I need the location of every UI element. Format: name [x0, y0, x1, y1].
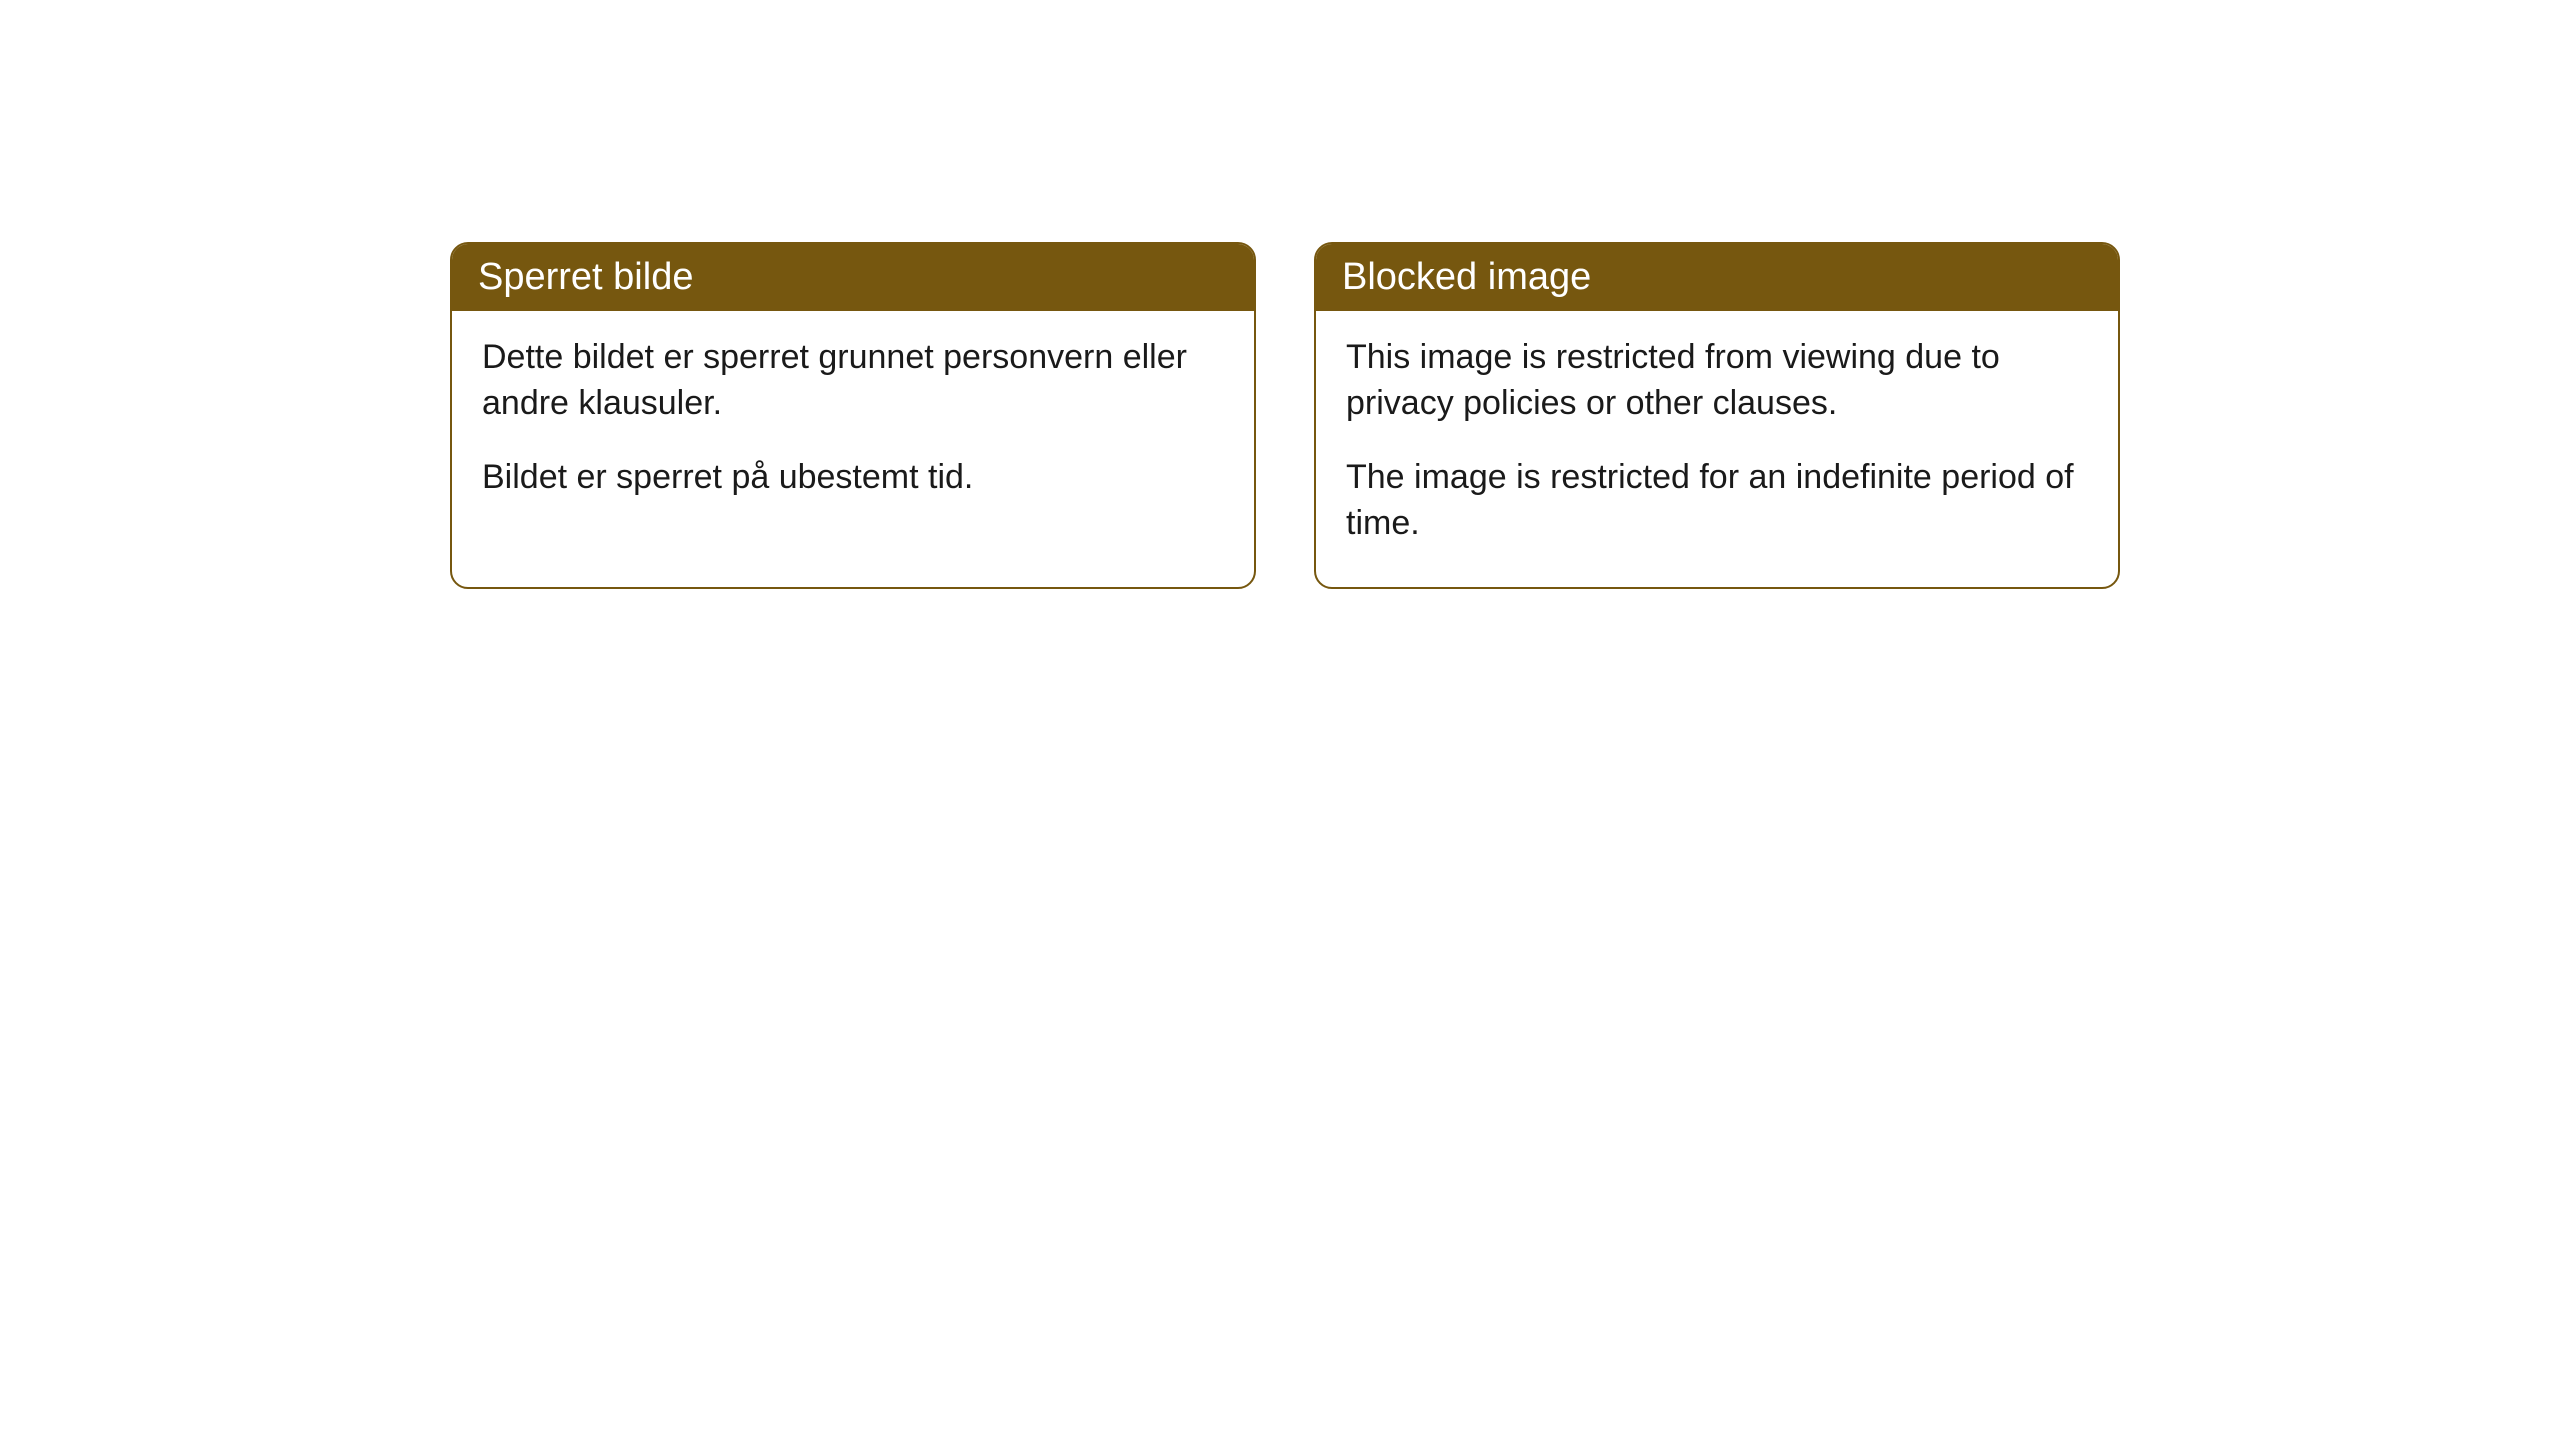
card-paragraph: Bildet er sperret på ubestemt tid.	[482, 455, 1224, 501]
card-header: Blocked image	[1316, 244, 2118, 311]
card-body: Dette bildet er sperret grunnet personve…	[452, 311, 1254, 541]
card-paragraph: The image is restricted for an indefinit…	[1346, 455, 2088, 547]
blocked-image-card-english: Blocked image This image is restricted f…	[1314, 242, 2120, 589]
card-header: Sperret bilde	[452, 244, 1254, 311]
notice-cards-container: Sperret bilde Dette bildet er sperret gr…	[450, 242, 2120, 589]
card-paragraph: Dette bildet er sperret grunnet personve…	[482, 335, 1224, 427]
card-title: Sperret bilde	[478, 256, 693, 298]
card-paragraph: This image is restricted from viewing du…	[1346, 335, 2088, 427]
blocked-image-card-norwegian: Sperret bilde Dette bildet er sperret gr…	[450, 242, 1256, 589]
card-body: This image is restricted from viewing du…	[1316, 311, 2118, 587]
card-title: Blocked image	[1342, 256, 1591, 298]
